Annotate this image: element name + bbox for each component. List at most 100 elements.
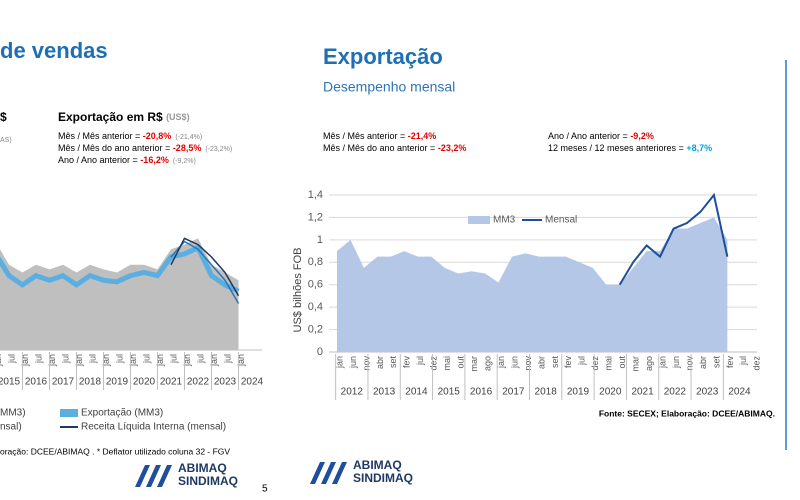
year-label: 2020 [133,377,156,388]
x-tick-label: jan [0,354,3,367]
year-label: 2013 [373,387,396,398]
y-axis-title: US$ bilhões FOB [292,248,304,333]
year-label: 2014 [405,387,428,398]
year-label: 2018 [79,377,102,388]
legend-label: MM3 [493,215,516,226]
year-label: 2016 [25,377,48,388]
x-tick-label: jul [33,354,43,364]
legend-label: MM3) [0,408,26,419]
y-tick-label: 0 [317,346,323,358]
area [0,238,239,350]
x-tick-label: jan [74,354,84,367]
year-label: 2015 [0,377,21,388]
x-tick-label: jul [60,354,70,364]
logo-mark [310,462,347,484]
x-tick-label: jun [348,356,358,369]
stat-line: Mês / Mês do ano anterior = -28,5% (-23,2… [58,143,232,153]
logo-text: SINDIMAQ [353,471,413,485]
year-label: 2017 [52,377,75,388]
x-tick-label: jan [128,354,138,367]
x-tick-label: jan [496,356,506,369]
year-label: 2019 [106,377,129,388]
stat-value: -28,5% [173,143,202,153]
x-tick-label: jul [168,354,178,364]
legend-label: Mensal [545,215,577,226]
y-tick-label: 1 [317,234,323,246]
year-label: 2012 [341,387,364,398]
left-heading: Exportação em R$ (US$) [58,110,190,124]
x-tick-label: nov [684,356,694,371]
x-tick-label: set [711,356,721,369]
logo-text: ABIMAQ [178,461,227,475]
stat-line: 12 meses / 12 meses anteriores = +8,7% [548,143,712,153]
x-tick-label: jan [209,354,219,367]
x-tick-label: jul [577,356,587,366]
y-tick-label: 1,4 [308,189,323,201]
x-tick-label: jan [47,354,57,367]
year-label: 2015 [438,387,461,398]
y-tick-label: 0,2 [308,323,323,335]
page-number: 5 [262,484,268,495]
logo-mark [135,465,172,487]
year-label: 2022 [187,377,210,388]
x-tick-label: mai [442,356,452,371]
legend-label: nsal) [0,422,22,433]
x-tick-label: abr [375,356,385,369]
x-tick-label: jun [671,356,681,369]
stat-note: (-23,2%) [205,146,232,153]
x-tick-label: nov [523,356,533,371]
stat-label: Ano / Ano anterior = [58,155,140,165]
y-tick-label: 0,6 [308,279,323,291]
right-title: Exportação [323,44,443,69]
x-tick-label: dez [590,356,600,371]
year-label: 2016 [470,387,493,398]
stat-line: Ano / Ano anterior = -9,2% [548,131,654,141]
x-tick-label: jul [87,354,97,364]
stat-line: Mês / Mês do ano anterior = -23,2% [323,143,466,153]
year-label: 2023 [214,377,237,388]
x-tick-label: abr [536,356,546,369]
x-tick-label: set [550,356,560,369]
x-tick-label: jan [101,354,111,367]
x-tick-label: jul [141,354,151,364]
x-tick-label: nov [361,356,371,371]
x-tick-label: out [456,356,466,369]
x-tick-label: jan [155,354,165,367]
x-tick-label: jul [738,356,748,366]
stat-value: -20,8% [143,131,172,141]
x-tick-label: jul [195,354,205,364]
year-label: 2018 [535,387,558,398]
x-tick-label: dez [752,356,762,371]
left-partial-heading: $ [0,110,7,124]
y-tick-label: 1,2 [308,211,323,223]
year-label: 2021 [160,377,183,388]
legend-label: Receita Líquida Interna (mensal) [81,422,226,433]
x-tick-label: jul [222,354,232,364]
x-tick-label: mai [604,356,614,371]
year-label: 2022 [664,387,687,398]
x-tick-label: set [388,356,398,369]
stat-value: +8,7% [686,143,712,153]
left-source: oração: DCEE/ABIMAQ . * Deflator utiliza… [0,446,230,456]
x-tick-label: ago [482,356,492,371]
x-tick-label: jul [114,354,124,364]
y-tick-label: 0,4 [308,301,323,313]
stat-value: -9,2% [630,131,654,141]
x-tick-label: jan [657,356,667,369]
stat-line: Mês / Mês anterior = -21,4% [323,131,436,141]
left-title: de vendas [0,38,108,63]
x-tick-label: jan [334,356,344,369]
line [618,192,729,286]
x-tick-label: abr [698,356,708,369]
year-label: 2019 [567,387,590,398]
logo-text: SINDIMAQ [178,474,238,488]
x-tick-label: fev [402,356,412,369]
left-partial-note: AS) [0,137,12,144]
x-tick-label: ago [644,356,654,371]
stat-value: -21,4% [408,131,437,141]
line [170,237,240,297]
x-tick-label: fev [563,356,573,369]
legend-swatch [468,216,490,224]
x-tick-label: jul [6,354,16,364]
